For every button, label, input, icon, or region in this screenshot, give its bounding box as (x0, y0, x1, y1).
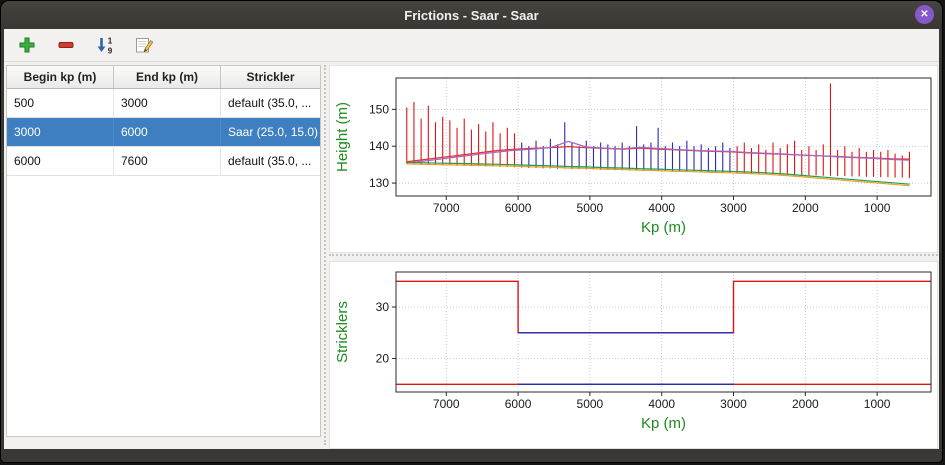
close-button[interactable]: ✕ (915, 5, 934, 24)
titlebar[interactable]: Frictions - Saar - Saar ✕ (1, 1, 942, 29)
svg-text:4000: 4000 (648, 201, 675, 215)
column-header-begin-kp[interactable]: Begin kp (m) (7, 66, 114, 88)
svg-text:Stricklers: Stricklers (334, 301, 351, 363)
stricklers-chart: 7000 6000 5000 4000 3000 2000 1000 20 30 Kp (m) St… (329, 261, 938, 449)
height-profile-chart: 7000 6000 5000 4000 3000 2000 1000 130 140 150 Kp … (329, 65, 938, 253)
minus-icon (58, 42, 74, 48)
frictions-table: Begin kp (m) End kp (m) Strickler 500 30… (6, 65, 321, 437)
svg-text:1: 1 (108, 37, 113, 46)
svg-text:5000: 5000 (577, 397, 604, 411)
svg-text:3000: 3000 (720, 201, 747, 215)
add-friction-button[interactable] (14, 32, 40, 58)
cell-end-kp[interactable]: 7600 (114, 147, 221, 175)
height-chart-canvas: 7000 6000 5000 4000 3000 2000 1000 130 140 150 Kp … (334, 77, 932, 236)
svg-text:7000: 7000 (433, 201, 460, 215)
svg-text:4000: 4000 (648, 397, 675, 411)
plus-icon (19, 37, 35, 53)
cell-begin-kp[interactable]: 6000 (7, 147, 114, 175)
svg-text:9: 9 (108, 47, 113, 56)
table-row[interactable]: 6000 7600 default (35.0, ... (7, 147, 320, 176)
svg-text:5000: 5000 (577, 201, 604, 215)
remove-friction-button[interactable] (53, 32, 79, 58)
svg-text:Kp (m): Kp (m) (641, 219, 686, 236)
svg-text:30: 30 (376, 300, 390, 314)
cell-end-kp[interactable]: 6000 (114, 118, 221, 146)
charts-area: 7000 6000 5000 4000 3000 2000 1000 130 140 150 Kp … (329, 63, 938, 449)
cell-strickler[interactable]: Saar (25.0, 15.0) (228, 125, 319, 139)
table-header-row: Begin kp (m) End kp (m) Strickler (7, 66, 320, 89)
svg-text:6000: 6000 (505, 201, 532, 215)
svg-text:3000: 3000 (720, 397, 747, 411)
svg-text:140: 140 (369, 139, 389, 153)
main-area: Begin kp (m) End kp (m) Strickler 500 30… (4, 63, 939, 449)
svg-text:1000: 1000 (864, 201, 891, 215)
cell-end-kp[interactable]: 3000 (114, 89, 221, 117)
cell-strickler[interactable]: default (35.0, ... (228, 154, 312, 168)
sort-button[interactable]: 1 9 (92, 32, 118, 58)
svg-text:130: 130 (369, 176, 389, 190)
svg-text:150: 150 (369, 102, 389, 116)
edit-friction-button[interactable] (131, 32, 157, 58)
table-row-selected[interactable]: 3000 6000 Saar (25.0, 15.0) (7, 118, 320, 147)
svg-text:7000: 7000 (433, 397, 460, 411)
svg-text:Height (m): Height (m) (334, 102, 351, 172)
vertical-splitter[interactable] (324, 65, 326, 445)
table-row[interactable]: 500 3000 default (35.0, ... (7, 89, 320, 118)
close-icon: ✕ (920, 8, 929, 20)
sort-numeric-descending-icon: 1 9 (97, 37, 113, 56)
svg-text:20: 20 (376, 352, 390, 366)
charts-splitter[interactable] (329, 254, 938, 256)
svg-text:1000: 1000 (864, 397, 891, 411)
window-body: 1 9 Begin kp (m) End kp (m) Strickler (4, 29, 939, 449)
svg-text:2000: 2000 (792, 397, 819, 411)
cell-begin-kp[interactable]: 500 (7, 89, 114, 117)
svg-text:2000: 2000 (792, 201, 819, 215)
edit-pencil-icon (136, 38, 154, 53)
svg-text:Kp (m): Kp (m) (641, 415, 686, 432)
column-header-end-kp[interactable]: End kp (m) (114, 66, 221, 88)
column-header-strickler[interactable]: Strickler (246, 70, 295, 84)
toolbar: 1 9 (4, 29, 939, 62)
svg-text:6000: 6000 (505, 397, 532, 411)
window-title: Frictions - Saar - Saar (404, 7, 539, 23)
stricklers-chart-canvas: 7000 6000 5000 4000 3000 2000 1000 20 30 Kp (m) St… (334, 271, 932, 432)
cell-begin-kp[interactable]: 3000 (7, 118, 114, 146)
cell-strickler[interactable]: default (35.0, ... (228, 96, 312, 110)
